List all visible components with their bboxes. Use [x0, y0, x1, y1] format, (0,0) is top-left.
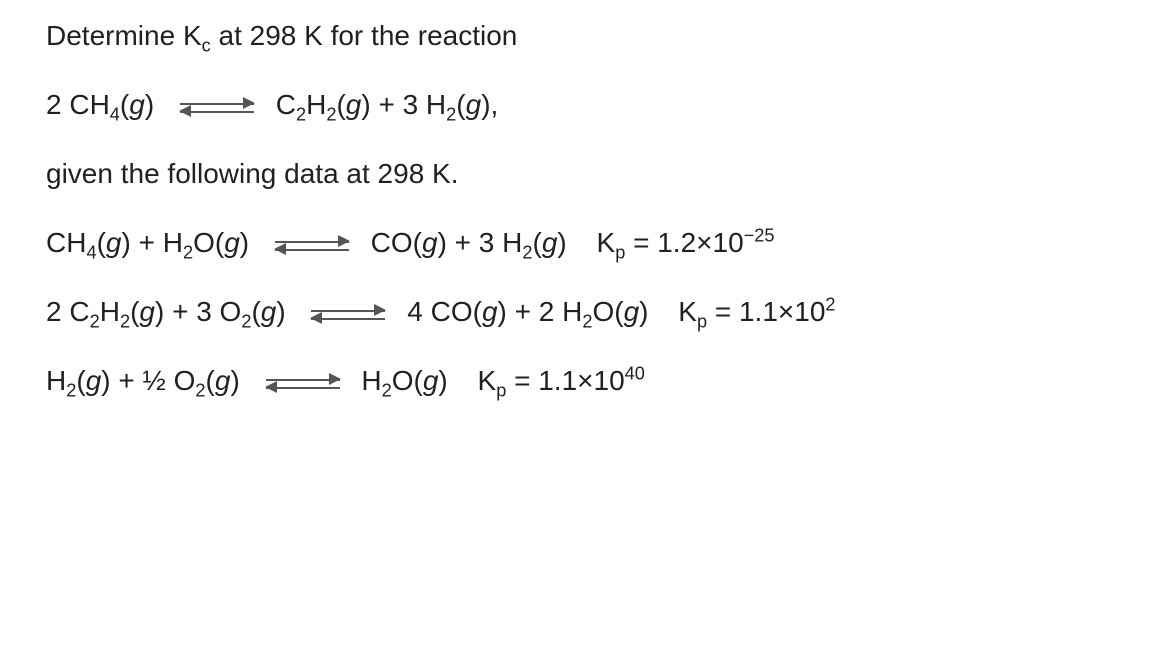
- reaction-1: CH4(g) + H2O(g) CO(g) + 3 H2(g) Kp = 1.2…: [46, 225, 1145, 260]
- prompt-sub: c: [202, 36, 211, 56]
- r3-l2-state: g: [215, 365, 231, 396]
- t-r2s: 2: [446, 105, 456, 125]
- r1-l2s: 2: [183, 243, 193, 263]
- r1-l2: H: [163, 227, 183, 258]
- equilibrium-arrow: [311, 307, 385, 323]
- kp-exp: 40: [625, 364, 645, 384]
- r2-r1: 4 CO: [407, 296, 472, 327]
- kp-val: = 1.1×10: [506, 365, 624, 396]
- t-r2-state: g: [466, 89, 482, 120]
- r1-l1-state: g: [106, 227, 122, 258]
- r2-l1: 2 C: [46, 296, 90, 327]
- kp-sub: p: [496, 381, 506, 401]
- r2-r2: 2 H: [539, 296, 583, 327]
- r2-l2-state: g: [261, 296, 277, 327]
- t-trail: ,: [491, 89, 499, 120]
- problem-text: Determine Kc at 298 K for the reaction 2…: [0, 0, 1169, 416]
- r2-r2s: 2: [582, 312, 592, 332]
- kp-label: K: [597, 227, 616, 258]
- r1-r1: CO: [371, 227, 413, 258]
- r2-l1sb: 2: [120, 312, 130, 332]
- r2-l1-state: g: [139, 296, 155, 327]
- kp-sub: p: [697, 312, 707, 332]
- kp-sub: p: [615, 243, 625, 263]
- r3-l2: ½ O: [143, 365, 196, 396]
- r2-kp: Kp = 1.1×102: [678, 296, 835, 327]
- r3-l2s: 2: [195, 381, 205, 401]
- r1-l2-state: g: [224, 227, 240, 258]
- r3-l1: H: [46, 365, 66, 396]
- r3-r1o: O: [392, 365, 414, 396]
- t-plus: + 3 H: [371, 89, 446, 120]
- t-lhs-sub: 4: [110, 105, 120, 125]
- r2-l1hb: H: [100, 296, 120, 327]
- reaction-3: H2(g) + ½ O2(g) H2O(g) Kp = 1.1×1040: [46, 363, 1145, 398]
- t-r1a: C: [276, 89, 296, 120]
- r2-l2: 3 O: [196, 296, 241, 327]
- r1-r2-state: g: [542, 227, 558, 258]
- equilibrium-arrow: [266, 376, 340, 392]
- prompt-post: at 298 K for the reaction: [211, 20, 518, 51]
- prompt-pre: Determine K: [46, 20, 202, 51]
- r3-l1s: 2: [66, 381, 76, 401]
- kp-label: K: [478, 365, 497, 396]
- r2-r2-state: g: [624, 296, 640, 327]
- r1-r2: 3 H: [479, 227, 523, 258]
- kp-val: = 1.1×10: [707, 296, 825, 327]
- r1-l1s: 4: [86, 243, 96, 263]
- kp-label: K: [678, 296, 697, 327]
- r1-kp: Kp = 1.2×10−25: [597, 227, 775, 258]
- r3-r1s: 2: [382, 381, 392, 401]
- prompt-line: Determine Kc at 298 K for the reaction: [46, 18, 1145, 53]
- t-lhs: 2 CH: [46, 89, 110, 120]
- r3-r1-state: g: [423, 365, 439, 396]
- reaction-2: 2 C2H2(g) + 3 O2(g) 4 CO(g) + 2 H2O(g) K…: [46, 294, 1145, 329]
- t-r1b: H: [306, 89, 326, 120]
- r1-r1-state: g: [422, 227, 438, 258]
- kp-exp: 2: [825, 295, 835, 315]
- r3-l1-state: g: [86, 365, 102, 396]
- r3-r1: H: [361, 365, 381, 396]
- r1-l2o: O: [193, 227, 215, 258]
- target-reaction: 2 CH4(g) C2H2(g) + 3 H2(g),: [46, 87, 1145, 122]
- r1-l1: CH: [46, 227, 86, 258]
- kp-val: = 1.2×10: [625, 227, 743, 258]
- r2-l2s: 2: [241, 312, 251, 332]
- r1-r2s: 2: [522, 243, 532, 263]
- t-r1bs: 2: [326, 105, 336, 125]
- kp-exp: −25: [744, 226, 775, 246]
- equilibrium-arrow: [180, 100, 254, 116]
- r2-l1sa: 2: [90, 312, 100, 332]
- r2-r1-state: g: [482, 296, 498, 327]
- equilibrium-arrow: [275, 238, 349, 254]
- t-r1as: 2: [296, 105, 306, 125]
- t-r1-state: g: [346, 89, 362, 120]
- given-label: given the following data at 298 K.: [46, 156, 1145, 191]
- r3-kp: Kp = 1.1×1040: [478, 365, 645, 396]
- t-lhs-state: g: [129, 89, 145, 120]
- r2-r2o: O: [592, 296, 614, 327]
